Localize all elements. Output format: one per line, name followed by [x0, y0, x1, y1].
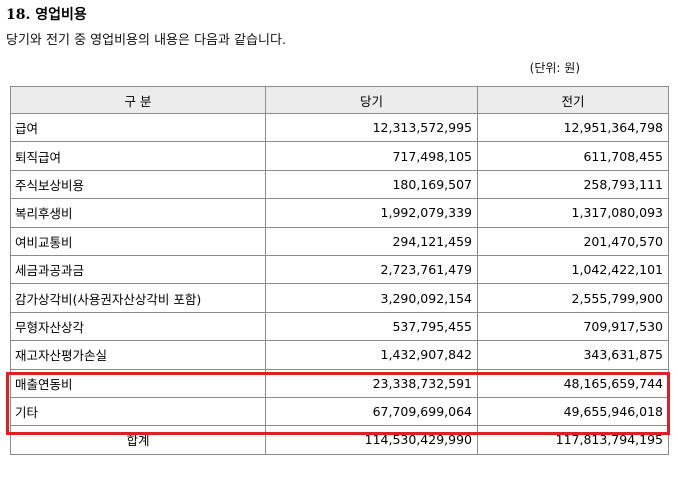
row-label: 무형자산상각 — [10, 311, 266, 342]
table-row: 퇴직급여 717,498,105 611,708,455 — [10, 141, 669, 171]
row-label: 세금과공과금 — [10, 254, 266, 285]
column-header-current: 당기 — [265, 86, 478, 114]
row-label: 주식보상비용 — [10, 169, 266, 200]
table-row: 주식보상비용 180,169,507 258,793,111 — [10, 169, 669, 200]
prior-value: 48,165,659,744 — [477, 368, 669, 398]
current-value: 67,709,699,064 — [265, 396, 478, 427]
table-row: 무형자산상각 537,795,455 709,917,530 — [10, 311, 669, 342]
operating-expenses-table: 구 분 당기 전기 급여 12,313,572,995 12,951,364,7… — [10, 86, 669, 455]
prior-value: 343,631,875 — [477, 340, 669, 370]
row-label: 여비교통비 — [10, 226, 266, 256]
prior-value: 258,793,111 — [477, 169, 669, 200]
table-row: 급여 12,313,572,995 12,951,364,798 — [10, 112, 669, 143]
current-value: 2,723,761,479 — [265, 254, 478, 285]
table-row: 감가상각비(사용권자산상각비 포함) 3,290,092,154 2,555,7… — [10, 283, 669, 313]
total-current-value: 114,530,429,990 — [265, 425, 478, 455]
column-header-category: 구 분 — [10, 86, 266, 114]
current-value: 12,313,572,995 — [265, 112, 478, 143]
table-row: 여비교통비 294,121,459 201,470,570 — [10, 226, 669, 256]
current-value: 1,432,907,842 — [265, 340, 478, 370]
current-value: 1,992,079,339 — [265, 198, 478, 228]
table-header-row: 구 분 당기 전기 — [10, 86, 669, 114]
total-prior-value: 117,813,794,195 — [477, 425, 669, 455]
section-description: 당기와 전기 중 영업비용의 내용은 다음과 같습니다. — [6, 33, 287, 48]
prior-value: 2,555,799,900 — [477, 283, 669, 313]
row-label: 퇴직급여 — [10, 141, 266, 171]
row-label: 급여 — [10, 112, 266, 143]
total-row: 합계 114,530,429,990 117,813,794,195 — [10, 425, 669, 455]
prior-value: 12,951,364,798 — [477, 112, 669, 143]
unit-label: (단위: 원) — [529, 61, 580, 75]
row-label: 매출연동비 — [10, 368, 266, 398]
prior-value: 709,917,530 — [477, 311, 669, 342]
column-header-prior: 전기 — [477, 86, 669, 114]
current-value: 23,338,732,591 — [265, 368, 478, 398]
current-value: 294,121,459 — [265, 226, 478, 256]
total-label: 합계 — [10, 425, 266, 455]
prior-value: 1,042,422,101 — [477, 254, 669, 285]
table-row: 재고자산평가손실 1,432,907,842 343,631,875 — [10, 340, 669, 370]
prior-value: 611,708,455 — [477, 141, 669, 171]
current-value: 180,169,507 — [265, 169, 478, 200]
prior-value: 49,655,946,018 — [477, 396, 669, 427]
table-row: 세금과공과금 2,723,761,479 1,042,422,101 — [10, 254, 669, 285]
current-value: 537,795,455 — [265, 311, 478, 342]
current-value: 3,290,092,154 — [265, 283, 478, 313]
table-row: 기타 67,709,699,064 49,655,946,018 — [10, 396, 669, 427]
prior-value: 201,470,570 — [477, 226, 669, 256]
current-value: 717,498,105 — [265, 141, 478, 171]
table-row: 매출연동비 23,338,732,591 48,165,659,744 — [10, 368, 669, 398]
row-label: 기타 — [10, 396, 266, 427]
row-label: 감가상각비(사용권자산상각비 포함) — [10, 283, 266, 313]
table-row: 복리후생비 1,992,079,339 1,317,080,093 — [10, 198, 669, 228]
section-title: 18. 영업비용 — [6, 7, 87, 23]
row-label: 복리후생비 — [10, 198, 266, 228]
prior-value: 1,317,080,093 — [477, 198, 669, 228]
row-label: 재고자산평가손실 — [10, 340, 266, 370]
